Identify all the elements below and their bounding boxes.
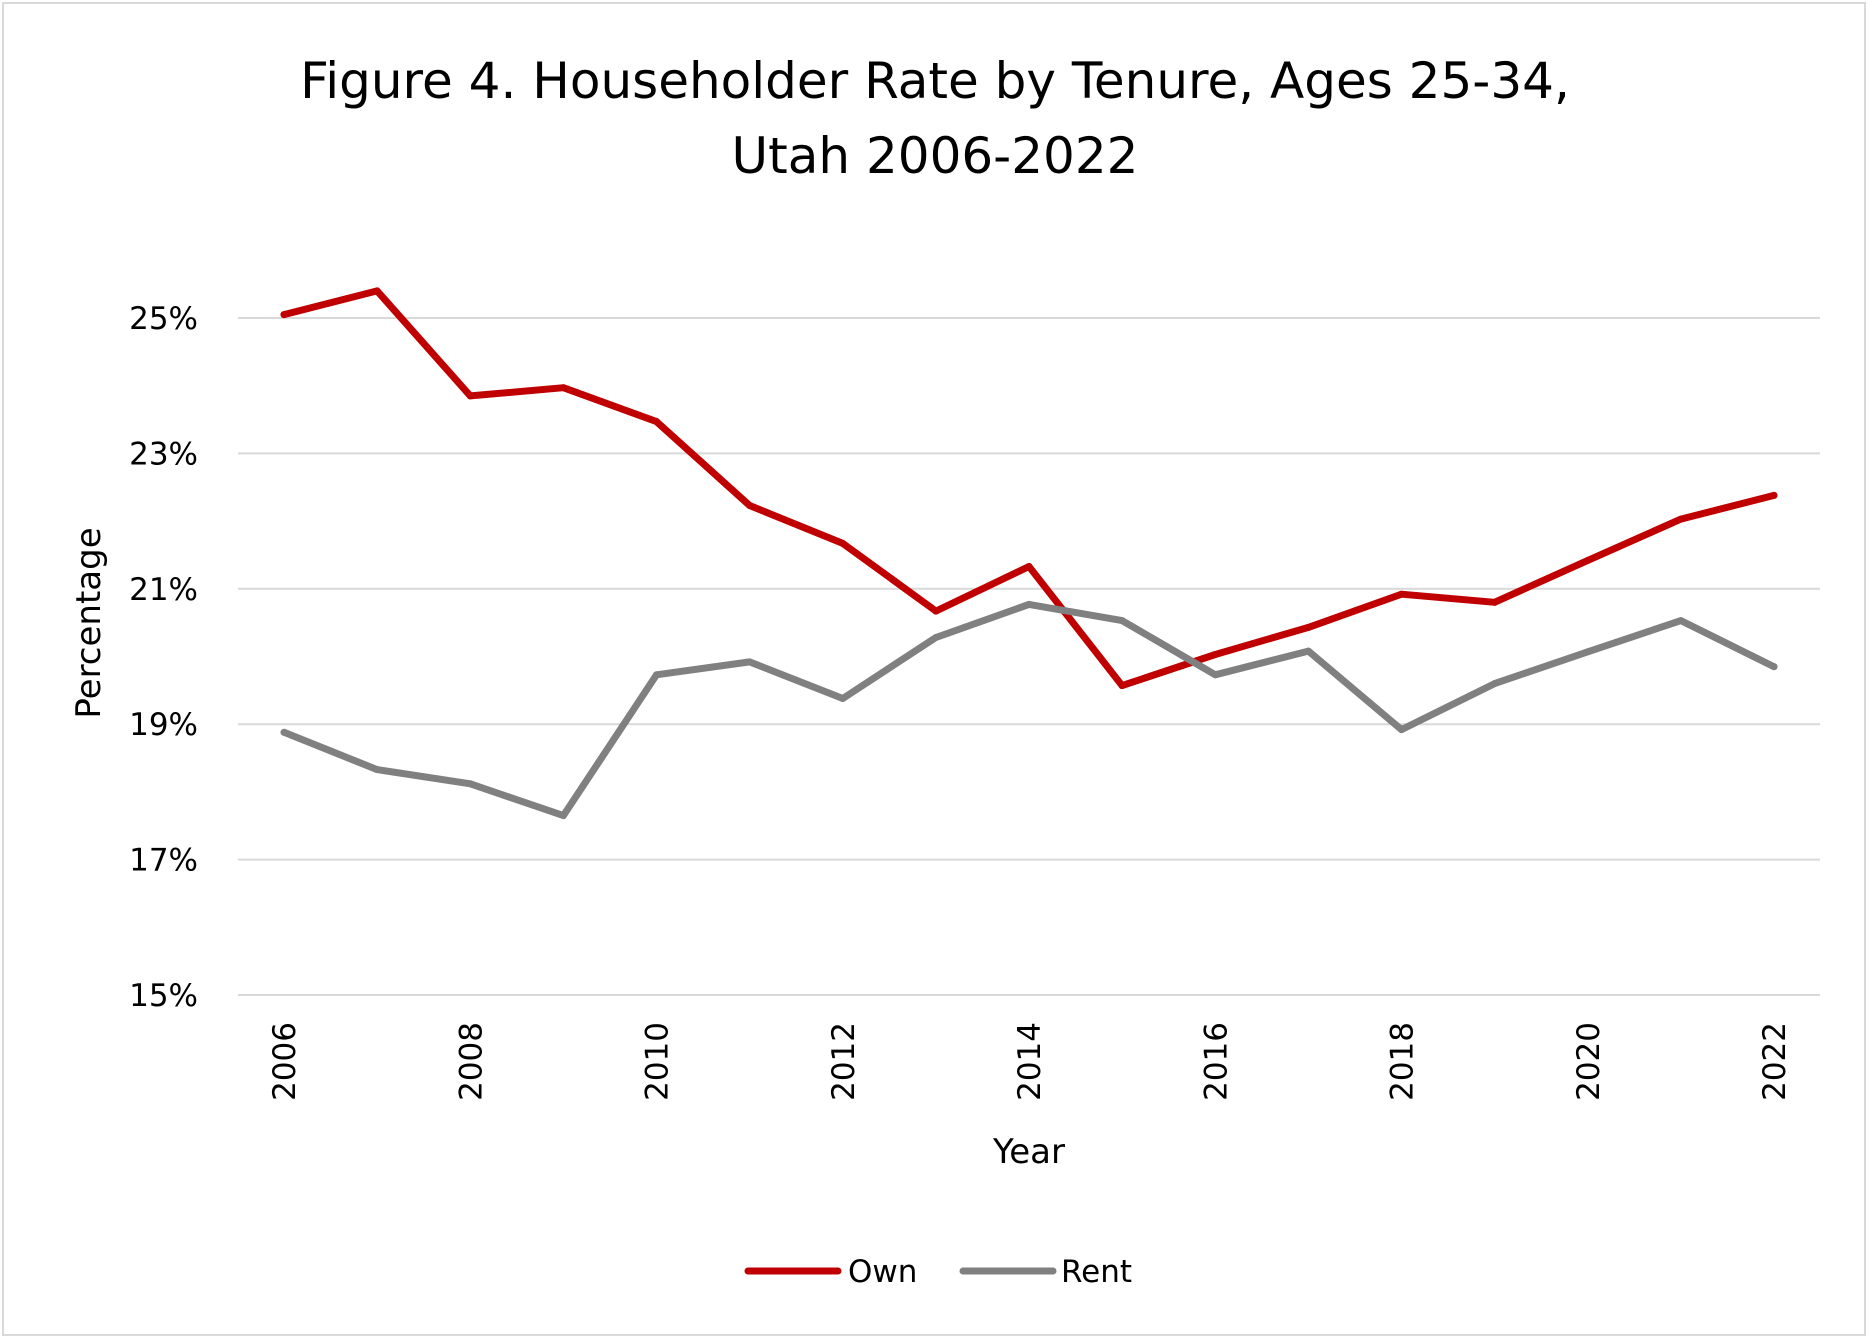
y-tick-label: 17% [129, 843, 198, 879]
legend-label-rent: Rent [1061, 1254, 1132, 1290]
chart-title: Figure 4. Householder Rate by Tenure, Ag… [300, 52, 1570, 185]
chart-title-line-2: Utah 2006-2022 [732, 127, 1139, 185]
data-point-rent [1025, 600, 1033, 608]
series-line-rent [280, 600, 1778, 820]
data-point-rent [1584, 648, 1592, 656]
data-point-own [1025, 562, 1033, 570]
data-point-rent [466, 780, 474, 788]
data-point-own [373, 287, 381, 295]
data-point-own [1398, 590, 1405, 598]
chart-title-line-1: Figure 4. Householder Rate by Tenure, Ag… [300, 52, 1570, 110]
x-tick-label: 2016 [1198, 1022, 1234, 1101]
y-tick-label: 21% [129, 572, 198, 608]
x-axis-tick-labels: 2006 2008 2010 2012 2014 2016 2018 2020 2022 [267, 1022, 1793, 1101]
series-line-own [280, 287, 1778, 690]
x-tick-label: 2012 [826, 1022, 862, 1101]
y-axis-title: Percentage [69, 527, 109, 718]
x-tick-label: 2020 [1571, 1022, 1607, 1101]
data-point-own [1491, 598, 1499, 606]
x-tick-label: 2014 [1012, 1022, 1048, 1101]
data-point-rent [839, 694, 847, 702]
data-point-rent [1770, 663, 1778, 671]
x-tick-label: 2006 [267, 1022, 303, 1101]
gridlines [238, 317, 1820, 996]
data-point-own [559, 384, 567, 392]
y-tick-label: 19% [129, 707, 198, 743]
y-tick-label: 15% [129, 978, 198, 1014]
x-tick-label: 2018 [1385, 1022, 1421, 1101]
x-tick-label: 2022 [1757, 1022, 1793, 1101]
data-point-rent [1398, 726, 1405, 734]
data-point-own [839, 539, 847, 547]
x-tick-label: 2010 [640, 1022, 676, 1101]
data-point-own [746, 502, 754, 510]
data-point-own [1211, 650, 1219, 658]
data-point-own [1118, 682, 1126, 690]
data-point-own [1770, 491, 1778, 499]
data-point-own [653, 418, 660, 426]
y-tick-label: 25% [129, 301, 198, 337]
x-tick-label: 2008 [453, 1022, 489, 1101]
data-point-rent [746, 658, 754, 666]
data-point-own [280, 311, 288, 319]
data-point-rent [1304, 647, 1312, 655]
data-point-rent [1118, 617, 1126, 625]
legend-label-own: Own [848, 1254, 917, 1290]
data-point-own [932, 607, 940, 615]
data-point-own [466, 392, 474, 400]
data-point-rent [932, 634, 940, 642]
legend: Own Rent [744, 1254, 1132, 1290]
data-point-own [1304, 623, 1312, 631]
data-point-own [1584, 556, 1592, 564]
data-point-rent [1211, 671, 1219, 679]
data-point-rent [1491, 680, 1499, 688]
data-point-rent [1677, 617, 1685, 625]
data-point-rent [280, 728, 288, 736]
series-lines [280, 287, 1778, 820]
x-axis-title: Year [992, 1132, 1065, 1172]
data-point-rent [559, 812, 567, 820]
data-point-rent [653, 671, 660, 679]
y-axis-tick-labels: 15% 17% 19% 21% 23% 25% [129, 301, 198, 1014]
y-tick-label: 23% [129, 436, 198, 472]
data-point-rent [373, 766, 381, 774]
data-point-own [1677, 515, 1685, 523]
